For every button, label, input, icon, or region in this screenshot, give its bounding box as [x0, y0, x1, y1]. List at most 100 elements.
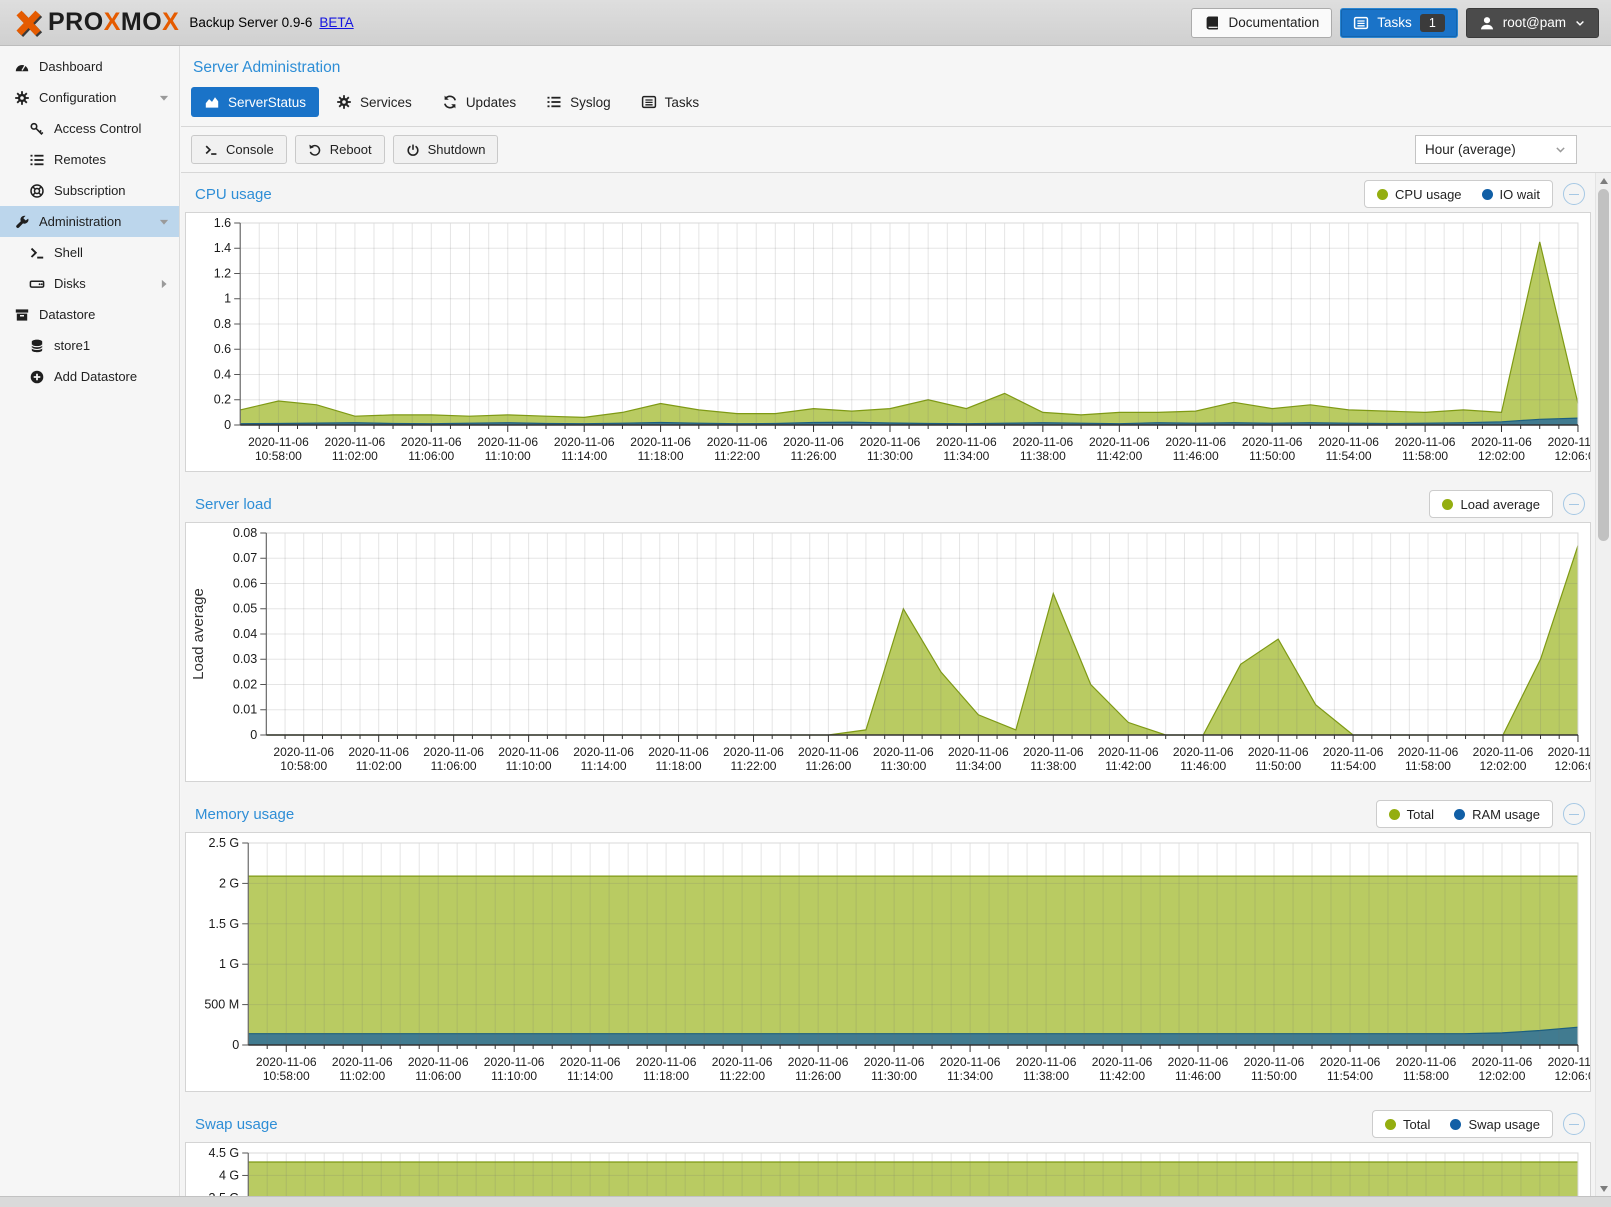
svg-text:2020-11-06: 2020-11-06 — [940, 1055, 1001, 1069]
shutdown-button[interactable]: Shutdown — [392, 135, 499, 164]
legend-dot-icon — [1454, 808, 1466, 820]
svg-text:0: 0 — [232, 1038, 239, 1052]
svg-text:2020-11-06: 2020-11-06 — [325, 435, 386, 449]
svg-text:2020-11-06: 2020-11-06 — [1098, 745, 1159, 759]
svg-text:2020-11-06: 2020-11-06 — [1173, 745, 1234, 759]
beta-link[interactable]: BETA — [319, 15, 354, 30]
panel-header: Memory usage Total RAM usage — [185, 796, 1591, 832]
list-icon — [29, 152, 45, 168]
legend-label: IO wait — [1499, 186, 1540, 202]
panel-title: Swap usage — [195, 1115, 278, 1133]
sidebar-item-label: Disks — [54, 276, 86, 291]
svg-text:2020-11-06: 2020-11-06 — [723, 745, 784, 759]
tab-label: Updates — [465, 94, 517, 110]
timeframe-select[interactable]: Hour (average) — [1415, 135, 1577, 164]
svg-text:12:02:00: 12:02:00 — [1478, 449, 1525, 463]
svg-text:2020-11-06: 2020-11-06 — [1473, 745, 1534, 759]
svg-text:1: 1 — [224, 292, 231, 306]
svg-text:11:54:00: 11:54:00 — [1330, 759, 1376, 773]
sidebar-item-disks[interactable]: Disks — [0, 268, 179, 299]
legend-item-ram-usage: RAM usage — [1454, 807, 1540, 822]
sidebar-item-access-control[interactable]: Access Control — [0, 113, 179, 144]
tab-syslog[interactable]: Syslog — [533, 87, 624, 117]
horizontal-scrollbar[interactable] — [0, 1196, 1611, 1207]
svg-text:2020-11-06: 2020-11-06 — [560, 1055, 621, 1069]
sidebar-item-administration[interactable]: Administration — [0, 206, 179, 237]
svg-text:2020-11-06: 2020-11-06 — [498, 745, 559, 759]
tab-tasks[interactable]: Tasks — [628, 87, 713, 117]
svg-text:2020-11-06: 2020-11-06 — [707, 435, 768, 449]
svg-text:2020-11-06: 2020-11-06 — [860, 435, 921, 449]
terminal-icon — [29, 245, 45, 261]
sidebar-item-subscription[interactable]: Subscription — [0, 175, 179, 206]
svg-text:2020-11-06: 2020-11-06 — [1244, 1055, 1305, 1069]
chevron-down-icon[interactable] — [158, 216, 170, 228]
svg-text:2020-11-06: 2020-11-06 — [348, 745, 409, 759]
sidebar-item-shell[interactable]: Shell — [0, 237, 179, 268]
svg-text:11:50:00: 11:50:00 — [1249, 449, 1295, 463]
svg-text:2020-11-06: 2020-11-06 — [1548, 745, 1590, 759]
svg-text:2020-11-06: 2020-11-06 — [1398, 745, 1459, 759]
hdd-icon — [29, 276, 45, 292]
svg-text:2020-11-06: 2020-11-06 — [1472, 1055, 1533, 1069]
svg-text:0.03: 0.03 — [233, 652, 257, 666]
scroll-down-arrow[interactable] — [1596, 1181, 1611, 1196]
collapse-panel-button[interactable] — [1563, 1113, 1585, 1135]
list-alt-icon — [1353, 15, 1369, 31]
svg-text:11:30:00: 11:30:00 — [867, 449, 913, 463]
main-area: Server Administration ServerStatus Servic… — [181, 46, 1611, 1196]
svg-text:11:18:00: 11:18:00 — [656, 759, 702, 773]
legend-dot-icon — [1384, 1118, 1396, 1130]
wordmark-segment: MO — [120, 8, 163, 36]
svg-text:10:58:00: 10:58:00 — [280, 759, 327, 773]
svg-text:2020-11-06: 2020-11-06 — [1471, 435, 1532, 449]
chevron-right-icon[interactable] — [158, 278, 170, 290]
reboot-button[interactable]: Reboot — [294, 135, 385, 164]
sidebar-item-store1[interactable]: store1 — [0, 330, 179, 361]
collapse-panel-button[interactable] — [1563, 493, 1585, 515]
legend-label: Total — [1406, 806, 1435, 822]
scroll-up-arrow[interactable] — [1596, 173, 1611, 188]
user-menu-button[interactable]: root@pam — [1465, 7, 1599, 38]
sidebar-item-add-datastore[interactable]: Add Datastore — [0, 361, 179, 392]
tab-serverstatus[interactable]: ServerStatus — [191, 87, 320, 117]
sidebar-item-label: Access Control — [54, 121, 142, 136]
tasks-button[interactable]: Tasks 1 — [1340, 7, 1458, 38]
svg-text:11:50:00: 11:50:00 — [1251, 1069, 1297, 1083]
panel-title: Server load — [195, 495, 272, 513]
scrollbar-thumb[interactable] — [1598, 189, 1609, 541]
chart-panel-cpu-usage: CPU usage CPU usage IO wait 0 0.2 0.4 0.6 0.8 1 1… — [185, 176, 1591, 472]
svg-text:2020-11-06: 2020-11-06 — [1242, 435, 1303, 449]
tab-label: Tasks — [664, 94, 700, 110]
svg-text:4.5 G: 4.5 G — [209, 1146, 240, 1160]
svg-text:0.2: 0.2 — [214, 393, 231, 407]
tab-services[interactable]: Services — [323, 87, 425, 117]
vertical-scrollbar[interactable] — [1595, 173, 1611, 1196]
tab-updates[interactable]: Updates — [429, 87, 529, 117]
svg-text:1.5 G: 1.5 G — [209, 917, 240, 931]
chevron-down-icon[interactable] — [158, 92, 170, 104]
collapse-panel-button[interactable] — [1563, 803, 1585, 825]
sidebar-item-configuration[interactable]: Configuration — [0, 82, 179, 113]
documentation-button[interactable]: Documentation — [1191, 7, 1333, 38]
status-toolbar: Console Reboot Shutdown Hour (average) — [181, 126, 1611, 173]
svg-text:3.5 G: 3.5 G — [209, 1191, 240, 1196]
gears-icon — [336, 94, 352, 110]
product-version: Backup Server 0.9-6 — [189, 15, 313, 30]
wordmark-segment: X — [103, 8, 121, 36]
legend-label: Total — [1402, 1116, 1431, 1132]
console-button[interactable]: Console — [191, 135, 287, 164]
collapse-panel-button[interactable] — [1563, 183, 1585, 205]
svg-text:2020-11-06: 2020-11-06 — [1092, 1055, 1153, 1069]
proxmox-logo: PROXMOX — [12, 8, 179, 38]
charts-scroll-area: CPU usage CPU usage IO wait 0 0.2 0.4 0.6 0.8 1 1… — [181, 173, 1595, 1196]
sidebar-item-dashboard[interactable]: Dashboard — [0, 51, 179, 82]
legend-label: Swap usage — [1468, 1116, 1540, 1132]
sidebar-item-datastore[interactable]: Datastore — [0, 299, 179, 330]
svg-text:2020-11-06: 2020-11-06 — [273, 745, 334, 759]
sidebar-item-remotes[interactable]: Remotes — [0, 144, 179, 175]
book-icon — [1204, 15, 1220, 31]
sidebar-item-label: Add Datastore — [54, 369, 138, 384]
svg-text:12:02:00: 12:02:00 — [1480, 759, 1527, 773]
